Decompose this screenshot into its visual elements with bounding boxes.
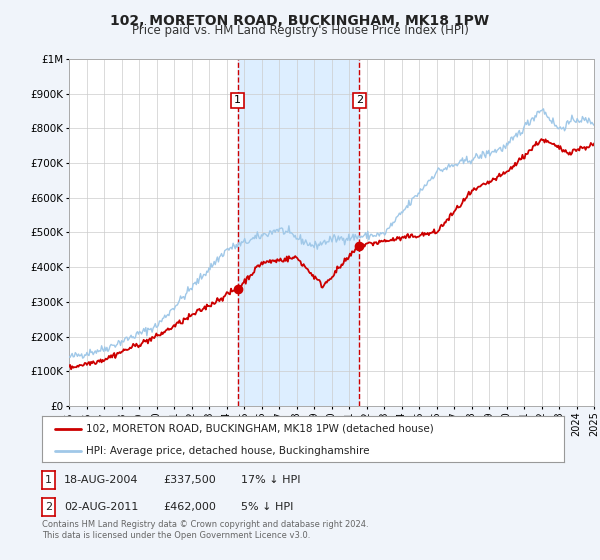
Text: 102, MORETON ROAD, BUCKINGHAM, MK18 1PW (detached house): 102, MORETON ROAD, BUCKINGHAM, MK18 1PW … [86, 424, 434, 434]
Text: £462,000: £462,000 [163, 502, 216, 512]
Text: 102, MORETON ROAD, BUCKINGHAM, MK18 1PW: 102, MORETON ROAD, BUCKINGHAM, MK18 1PW [110, 14, 490, 28]
Text: Price paid vs. HM Land Registry's House Price Index (HPI): Price paid vs. HM Land Registry's House … [131, 24, 469, 37]
Bar [238, 59, 359, 406]
Text: 2: 2 [356, 95, 363, 105]
Text: £337,500: £337,500 [163, 475, 216, 485]
Text: HPI: Average price, detached house, Buckinghamshire: HPI: Average price, detached house, Buck… [86, 446, 370, 455]
Text: 2: 2 [45, 502, 52, 512]
Text: 02-AUG-2011: 02-AUG-2011 [64, 502, 139, 512]
Text: 1: 1 [234, 95, 241, 105]
Text: 1: 1 [45, 475, 52, 485]
Text: 18-AUG-2004: 18-AUG-2004 [64, 475, 139, 485]
Text: 17% ↓ HPI: 17% ↓ HPI [241, 475, 301, 485]
Text: 5% ↓ HPI: 5% ↓ HPI [241, 502, 293, 512]
Text: Contains HM Land Registry data © Crown copyright and database right 2024.
This d: Contains HM Land Registry data © Crown c… [42, 520, 368, 540]
